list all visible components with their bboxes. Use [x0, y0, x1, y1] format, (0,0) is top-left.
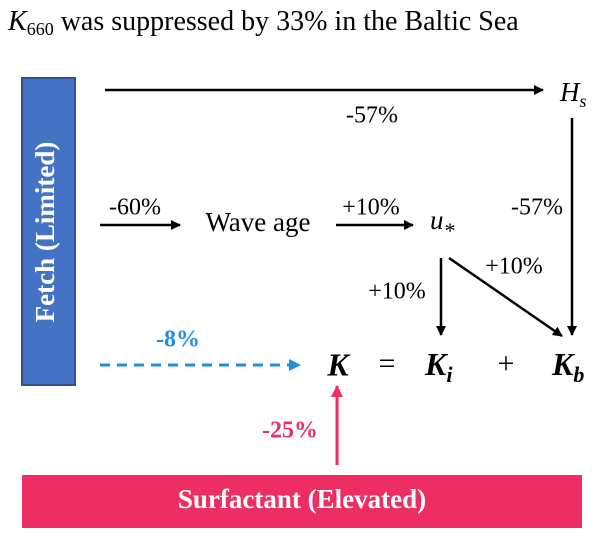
title-text: was suppressed by 33% in the Baltic Sea: [54, 6, 520, 37]
fetch-label: Fetch (Limited): [30, 142, 60, 323]
title-symbol: K: [7, 6, 28, 37]
edge-label: +10%: [485, 254, 543, 280]
u-symbol: u: [430, 205, 444, 235]
title-subscript: 660: [27, 19, 54, 39]
equals: =: [379, 347, 396, 380]
fetch-box: [21, 77, 76, 386]
surfactant-box: [22, 475, 582, 528]
arrow: [448, 256, 563, 338]
plus: +: [498, 347, 515, 380]
surfactant-label: Surfactant (Elevated): [178, 484, 426, 514]
hs-node: Hs: [559, 77, 587, 111]
ki-symbol: K: [424, 346, 449, 382]
kb-subscript: b: [573, 362, 584, 387]
hs-subscript: s: [580, 91, 587, 111]
wave-age-node: Wave age: [205, 207, 310, 237]
u-subscript: *: [444, 218, 455, 243]
edge-label: -57%: [511, 195, 563, 221]
hs-symbol: H: [559, 77, 581, 107]
ki: Ki: [424, 346, 453, 387]
edge-label: -60%: [109, 195, 161, 221]
ki-subscript: i: [446, 362, 453, 387]
edge-label: -25%: [262, 418, 318, 444]
edge-label: -8%: [156, 327, 200, 353]
kb-symbol: K: [551, 346, 576, 382]
edge-label: +10%: [342, 195, 400, 221]
kb: Kb: [551, 346, 584, 387]
edge-label: -57%: [346, 103, 398, 129]
title: K660 was suppressed by 33% in the Baltic…: [7, 6, 519, 39]
u-star-node: u*: [430, 205, 455, 243]
edge-label: +10%: [368, 279, 426, 305]
k-total: K: [326, 346, 351, 382]
